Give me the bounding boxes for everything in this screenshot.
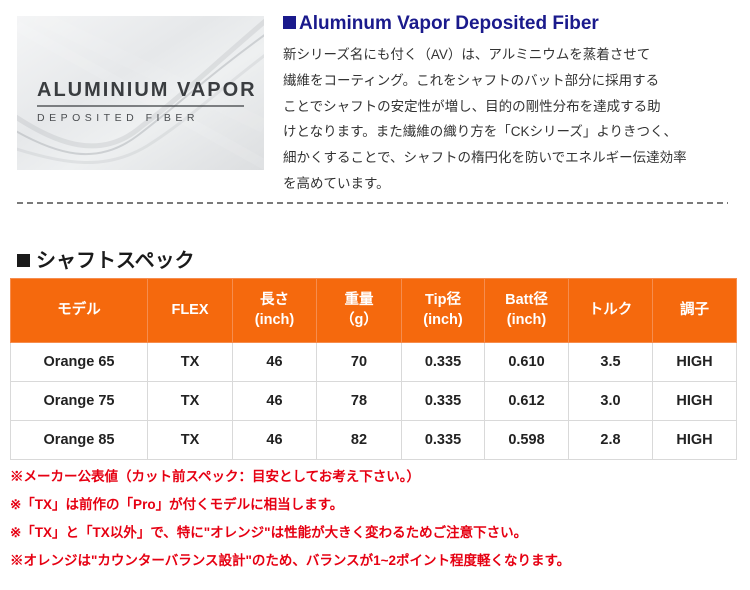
svg-text:DEPOSITED FIBER: DEPOSITED FIBER xyxy=(37,112,199,124)
svg-text:ALUMINIUM VAPOR: ALUMINIUM VAPOR xyxy=(37,79,257,101)
